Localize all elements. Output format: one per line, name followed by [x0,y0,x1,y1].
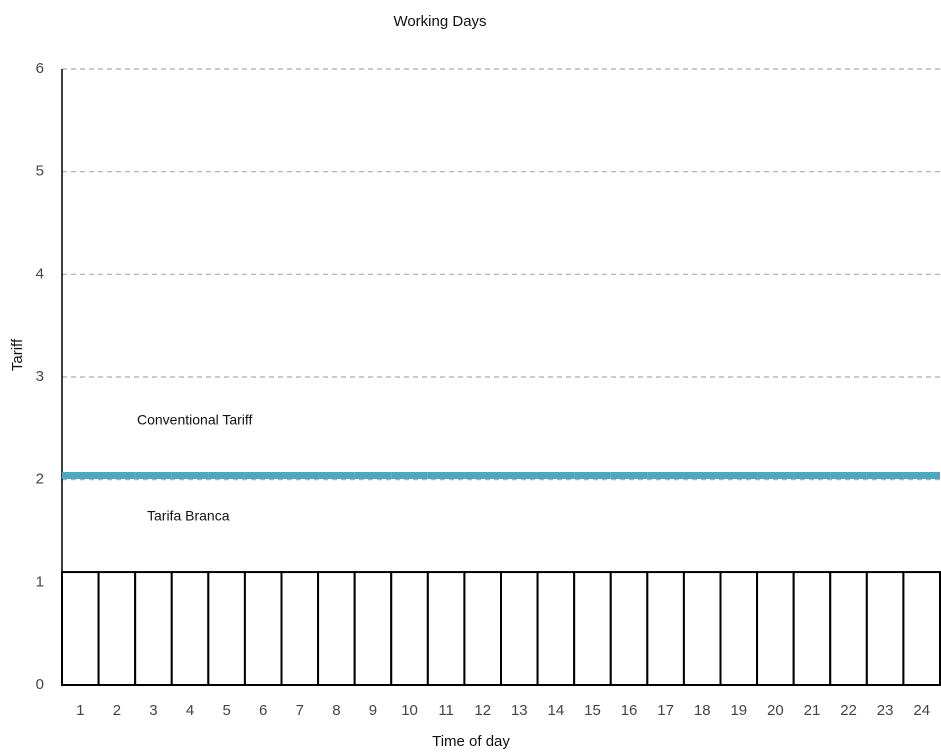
annotation: Conventional Tariff [137,412,253,428]
x-tick-label: 24 [913,702,930,719]
x-tick-label: 6 [259,702,267,719]
x-tick-label: 18 [694,702,711,719]
bar [646,571,685,686]
bar [463,571,502,686]
bar [500,571,539,686]
x-tick-label: 14 [548,702,565,719]
x-tick-label: 15 [584,702,601,719]
x-tick-label: 16 [621,702,638,719]
x-tick-label: 10 [401,702,418,719]
bar [243,571,283,686]
x-tick-label: 8 [332,702,340,719]
x-tick-label: 17 [657,702,674,719]
x-tick-label: 12 [474,702,491,719]
y-tick-label: 6 [36,60,44,77]
bar [426,571,466,686]
x-tick-label: 13 [511,702,528,719]
x-tick-label: 5 [222,702,230,719]
bar [317,571,356,686]
bar [829,571,868,686]
y-tick-label: 2 [36,471,44,488]
bar [682,571,722,686]
annotation: Tarifa Branca [147,508,230,524]
bar [134,571,173,686]
bar [97,571,137,686]
bar [353,571,393,686]
x-tick-label: 7 [296,702,304,719]
bar [536,571,576,686]
bar [170,571,210,686]
y-tick-label: 1 [36,573,44,590]
chart-title: Working Days [393,13,486,30]
x-tick-label: 2 [113,702,121,719]
x-tick-label: 9 [369,702,377,719]
bar [865,571,905,686]
x-tick-label: 23 [877,702,894,719]
bar [719,571,759,686]
bar [61,571,100,686]
x-tick-label: 19 [730,702,747,719]
x-tick-label: 21 [804,702,821,719]
bar [207,571,246,686]
bar [609,571,649,686]
bar [573,571,612,686]
bar [792,571,832,686]
bar [756,571,795,686]
x-tick-label: 22 [840,702,857,719]
y-tick-label: 4 [36,265,44,282]
x-tick-label: 20 [767,702,784,719]
x-tick-label: 3 [149,702,157,719]
bar [390,571,429,686]
bar [902,571,941,686]
y-tick-label: 5 [36,163,44,180]
y-axis-label: Tariff [9,338,26,371]
bar [280,571,320,686]
x-tick-label: 4 [186,702,194,719]
x-tick-label: 11 [438,702,454,719]
y-tick-label: 3 [36,368,44,385]
x-tick-label: 1 [76,702,84,719]
y-tick-label: 0 [36,676,44,693]
x-axis-label: Time of day [432,733,510,750]
